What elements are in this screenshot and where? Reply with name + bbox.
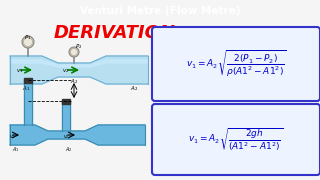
Text: $v_1$: $v_1$ [16,67,23,75]
Text: $v_2$: $v_2$ [63,133,70,141]
Text: $P_1$: $P_1$ [24,33,31,42]
Polygon shape [24,80,32,125]
FancyBboxPatch shape [152,104,320,175]
Polygon shape [10,56,148,84]
Circle shape [69,47,79,57]
Text: $A_2$: $A_2$ [65,145,72,154]
Polygon shape [10,60,148,67]
Circle shape [22,36,34,48]
Polygon shape [62,99,70,104]
Text: $A_2$: $A_2$ [70,77,78,86]
Text: $P_2$: $P_2$ [75,42,82,51]
Circle shape [70,48,77,55]
Text: Venturi Metre (Flow Metre): Venturi Metre (Flow Metre) [80,6,240,16]
FancyBboxPatch shape [152,27,320,101]
Circle shape [23,37,33,46]
Text: $v_1=A_2\sqrt{\dfrac{2gh}{(A1^2-A1^2)}}$: $v_1=A_2\sqrt{\dfrac{2gh}{(A1^2-A1^2)}}$ [188,127,284,154]
Polygon shape [10,125,145,145]
Text: $v_2$: $v_2$ [62,67,69,75]
Text: $v_1=A_2\sqrt{\dfrac{2(P_1-P_2)}{\rho(A1^2-A1^2)}}$: $v_1=A_2\sqrt{\dfrac{2(P_1-P_2)}{\rho(A1… [186,49,286,79]
Text: $A_1$: $A_1$ [22,84,30,93]
Polygon shape [62,101,70,131]
Text: $A_1$: $A_1$ [12,145,20,154]
Text: $A_2$: $A_2$ [130,84,138,93]
Text: DERIVATION: DERIVATION [54,24,176,42]
Polygon shape [24,78,32,83]
Text: $v_1$: $v_1$ [9,133,16,141]
